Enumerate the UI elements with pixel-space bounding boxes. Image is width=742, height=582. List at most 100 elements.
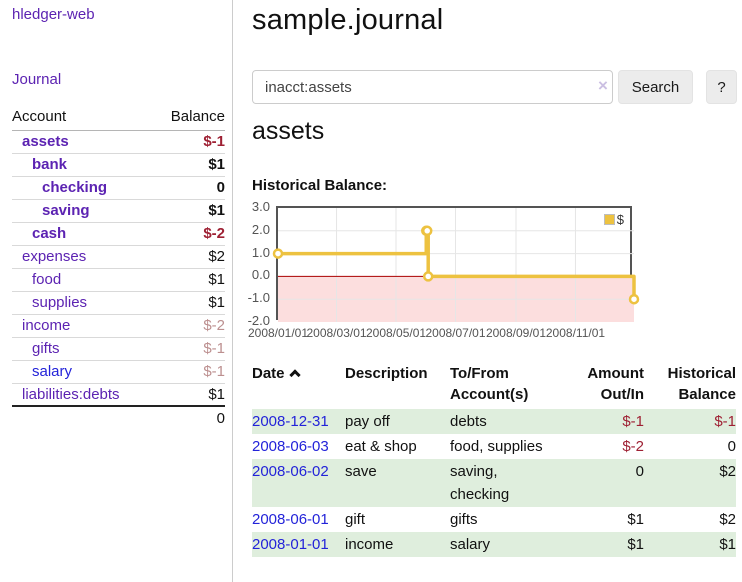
transaction-date-link[interactable]: 2008-01-01 bbox=[252, 536, 329, 553]
register-header-description: Description bbox=[345, 365, 428, 382]
sidebar-account-row: income $-2 bbox=[12, 313, 225, 337]
account-balance: $-1 bbox=[203, 133, 225, 150]
account-balance: $-1 bbox=[153, 336, 225, 360]
register-row: 2008-01-01 income salary $1 $1 bbox=[252, 532, 736, 557]
transaction-amount: $1 bbox=[627, 511, 644, 528]
sidebar-account-link[interactable]: food bbox=[32, 271, 62, 288]
sidebar-account-link[interactable]: gifts bbox=[32, 340, 60, 357]
sort-ascending-icon bbox=[288, 369, 301, 381]
account-balance: $1 bbox=[153, 198, 225, 222]
transaction-amount: $1 bbox=[567, 532, 644, 557]
transaction-balance: $2 bbox=[644, 459, 736, 507]
account-balance: 0 bbox=[153, 175, 225, 199]
sidebar-account-link[interactable]: salary bbox=[32, 363, 73, 380]
sidebar-account-link[interactable]: liabilities:debts bbox=[22, 385, 120, 403]
transaction-balance: $2 bbox=[719, 511, 736, 528]
transaction-amount: 0 bbox=[567, 459, 644, 507]
transaction-accounts: gifts bbox=[450, 511, 478, 528]
transaction-accounts: debts bbox=[450, 409, 567, 434]
accounts-header-balance: Balance bbox=[153, 104, 225, 131]
x-tick-label: 2008/09/01 bbox=[485, 326, 546, 340]
transaction-date-link[interactable]: 2008-12-31 bbox=[252, 413, 329, 430]
sidebar-account-row: gifts $-1 bbox=[12, 336, 225, 360]
app-brand-link[interactable]: hledger-web bbox=[12, 6, 95, 23]
sidebar-account-row: bank $1 bbox=[12, 152, 225, 176]
register-row: 2008-12-31 pay off debts $-1 $-1 bbox=[252, 409, 736, 434]
transaction-accounts: salary bbox=[450, 532, 567, 557]
transaction-description: save bbox=[345, 459, 450, 507]
x-tick-label: 2008/01/01 bbox=[247, 326, 309, 340]
chart-x-axis: 2008/01/01 2008/03/01 2008/05/01 2008/07/01… bbox=[248, 326, 634, 342]
sidebar-account-row: food $1 bbox=[12, 267, 225, 291]
sidebar-account-row: saving $1 bbox=[12, 198, 225, 222]
account-balance: $-2 bbox=[153, 221, 225, 245]
transaction-balance: 0 bbox=[727, 438, 736, 455]
search-input[interactable] bbox=[252, 70, 613, 104]
account-heading: assets bbox=[252, 117, 325, 145]
sidebar-account-link[interactable]: cash bbox=[32, 225, 67, 242]
accounts-total-balance: 0 bbox=[153, 405, 225, 429]
register-row: 2008-06-02 save saving, checking 0 $2 bbox=[252, 459, 736, 507]
account-balance: $1 bbox=[153, 290, 225, 314]
historical-balance-chart[interactable]: $ bbox=[272, 206, 640, 322]
legend-label: $ bbox=[616, 212, 624, 227]
transaction-description: gift bbox=[345, 511, 366, 528]
transaction-accounts: food, supplies bbox=[450, 438, 543, 455]
sidebar-account-row: assets $-1 bbox=[12, 130, 225, 153]
help-button[interactable]: ? bbox=[706, 70, 737, 104]
sidebar-account-row: cash $-2 bbox=[12, 221, 225, 245]
account-balance: $2 bbox=[153, 244, 225, 268]
x-tick-label: 2008/11/01 bbox=[545, 326, 606, 340]
register-row: 2008-06-01 gift gifts $1 $2 bbox=[252, 507, 736, 532]
transaction-date-link[interactable]: 2008-06-01 bbox=[252, 511, 329, 528]
y-tick-label: 2.0 bbox=[251, 221, 270, 237]
transaction-balance: $1 bbox=[644, 532, 736, 557]
register-header-row: Date Description To/From Account(s) Amou… bbox=[252, 361, 736, 409]
chart-legend: $ bbox=[603, 212, 624, 227]
sidebar-account-row: expenses $2 bbox=[12, 244, 225, 268]
legend-swatch-icon bbox=[603, 214, 615, 225]
x-tick-label: 2008/03/01 bbox=[306, 326, 367, 340]
chart-title: Historical Balance: bbox=[252, 177, 388, 194]
sidebar-account-link[interactable]: expenses bbox=[22, 248, 87, 265]
transaction-accounts: saving, checking bbox=[450, 459, 567, 507]
sidebar-account-link[interactable]: checking bbox=[42, 179, 108, 196]
x-tick-label: 2008/07/01 bbox=[425, 326, 486, 340]
sidebar-account-row: supplies $1 bbox=[12, 290, 225, 314]
page-title: sample.journal bbox=[252, 4, 444, 36]
account-balance: $1 bbox=[153, 152, 225, 176]
accounts-table-header: Account Balance bbox=[12, 104, 225, 131]
y-tick-label: 3.0 bbox=[251, 199, 270, 214]
account-balance: $1 bbox=[153, 267, 225, 291]
sidebar-account-link[interactable]: income bbox=[22, 317, 71, 334]
transaction-description: pay off bbox=[345, 409, 450, 434]
clear-search-icon[interactable]: × bbox=[598, 76, 608, 95]
accounts-header-account: Account bbox=[12, 104, 154, 131]
sidebar-account-row: salary $-1 bbox=[12, 359, 225, 383]
sidebar-account-link[interactable]: assets bbox=[22, 133, 69, 150]
sidebar-account-link[interactable]: saving bbox=[42, 202, 90, 219]
register-header-amount: Amount Out/In bbox=[587, 365, 644, 403]
transaction-balance: $-1 bbox=[644, 409, 736, 434]
transaction-description: income bbox=[345, 532, 450, 557]
sidebar-account-row: checking 0 bbox=[12, 175, 225, 199]
accounts-balance-table: Account Balance assets $-1 bank $1 checking 0… bbox=[12, 104, 225, 429]
transaction-amount: $-2 bbox=[622, 438, 644, 455]
register-table: Date Description To/From Account(s) Amou… bbox=[252, 361, 736, 557]
transaction-date-link[interactable]: 2008-06-02 bbox=[252, 463, 329, 480]
transaction-amount: $-1 bbox=[567, 409, 644, 434]
sidebar-account-link[interactable]: bank bbox=[32, 156, 68, 173]
sidebar-item-journal[interactable]: Journal bbox=[12, 71, 62, 88]
account-balance: $-1 bbox=[153, 359, 225, 383]
sidebar: hledger-web Journal Account Balance asse… bbox=[0, 0, 233, 582]
chart-y-axis: 3.0 2.0 1.0 0.0 -1.0 -2.0 bbox=[236, 199, 270, 328]
register-header-balance: Historical Balance bbox=[667, 365, 736, 403]
register-header-date[interactable]: Date bbox=[252, 361, 345, 409]
search-button[interactable]: Search bbox=[618, 70, 693, 104]
y-tick-label: -2.0 bbox=[247, 313, 270, 328]
y-tick-label: 0.0 bbox=[251, 267, 270, 283]
accounts-total-row: 0 bbox=[12, 405, 225, 429]
transaction-description: eat & shop bbox=[345, 438, 417, 455]
sidebar-account-link[interactable]: supplies bbox=[32, 294, 88, 311]
transaction-date-link[interactable]: 2008-06-03 bbox=[252, 438, 329, 455]
